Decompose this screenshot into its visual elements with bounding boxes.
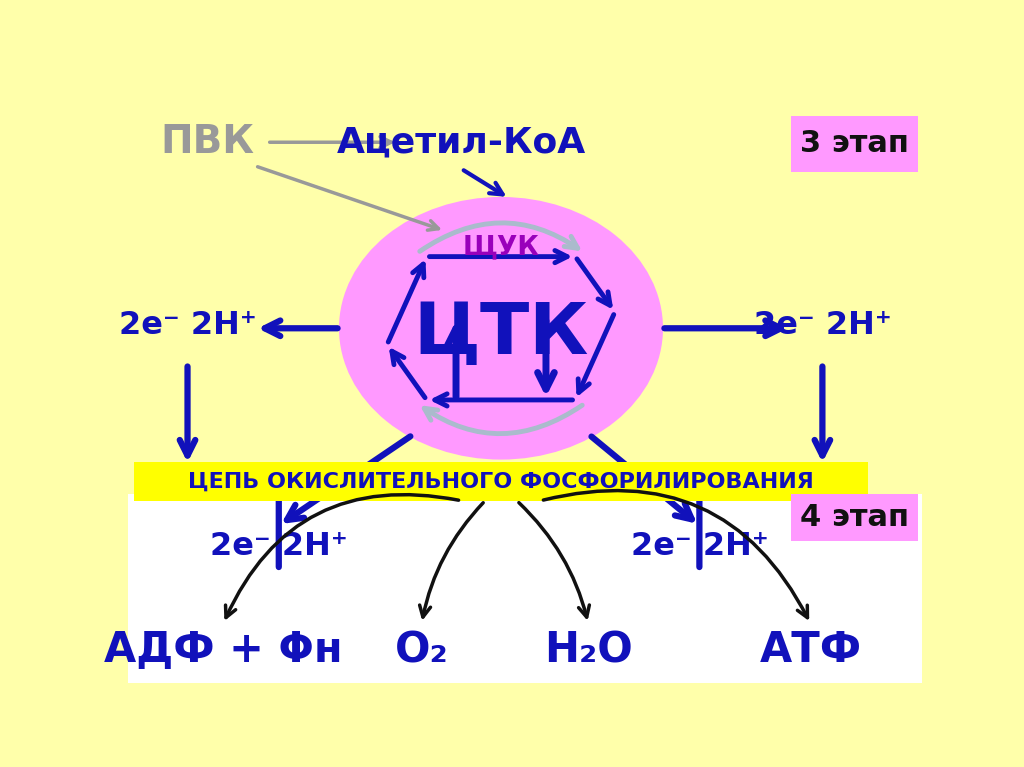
Text: ЦТК: ЦТК — [414, 300, 589, 369]
Text: ЩУК: ЩУК — [463, 235, 540, 261]
FancyBboxPatch shape — [134, 462, 867, 501]
Text: Ацетил-КоА: Ацетил-КоА — [337, 125, 586, 160]
Text: ПВК: ПВК — [161, 123, 254, 161]
Text: ЦЕПЬ ОКИСЛИТЕЛЬНОГО ФОСФОРИЛИРОВАНИЯ: ЦЕПЬ ОКИСЛИТЕЛЬНОГО ФОСФОРИЛИРОВАНИЯ — [188, 471, 814, 491]
Text: АДФ + Φн: АДФ + Φн — [103, 629, 343, 671]
Text: 2e⁻ 2H⁺: 2e⁻ 2H⁺ — [631, 531, 768, 561]
Text: 2e⁻ 2H⁺: 2e⁻ 2H⁺ — [119, 310, 256, 341]
Text: 2e⁻ 2H⁺: 2e⁻ 2H⁺ — [210, 531, 348, 561]
FancyBboxPatch shape — [791, 116, 918, 172]
Text: 4 этап: 4 этап — [800, 502, 908, 532]
Bar — [128, 92, 922, 494]
Text: H₂O: H₂O — [544, 629, 633, 671]
Text: 3 этап: 3 этап — [800, 129, 908, 158]
Text: АТФ: АТФ — [760, 629, 861, 671]
Ellipse shape — [340, 199, 662, 458]
Bar — [128, 494, 922, 683]
Text: O₂: O₂ — [395, 629, 449, 671]
FancyBboxPatch shape — [791, 494, 918, 541]
Text: 2e⁻ 2H⁺: 2e⁻ 2H⁺ — [754, 310, 891, 341]
